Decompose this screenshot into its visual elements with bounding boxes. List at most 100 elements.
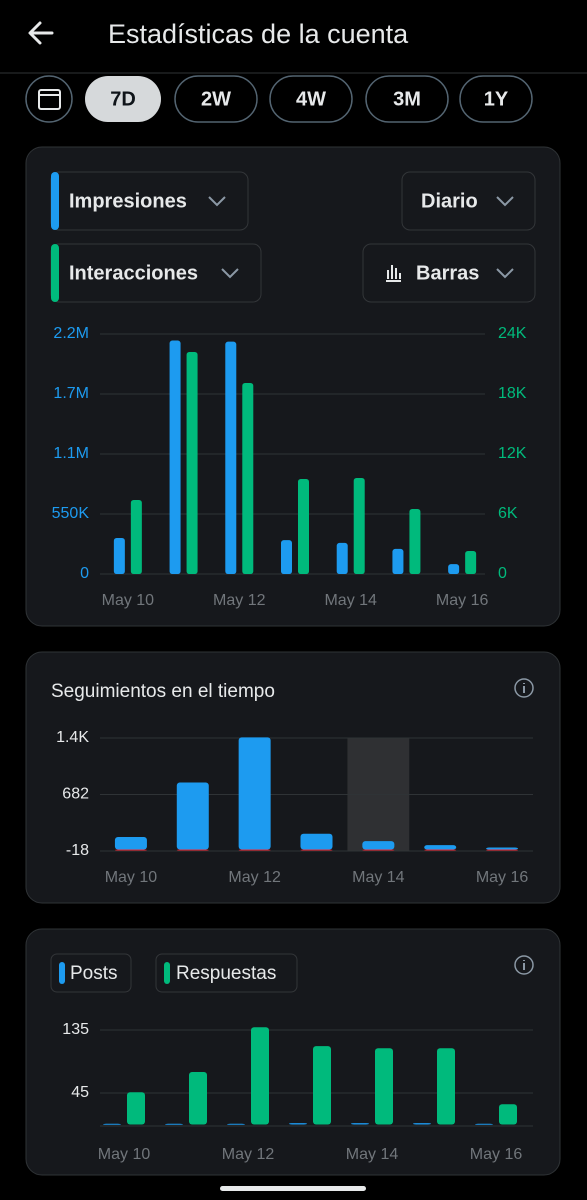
bar	[103, 1123, 121, 1125]
dropdown-box	[401, 171, 536, 231]
interval-label: Diario	[421, 190, 478, 212]
legend-item[interactable]: Posts	[50, 953, 132, 993]
chevron	[208, 196, 226, 207]
y-tick-label: 1.1M	[53, 445, 89, 462]
info-icon	[514, 955, 534, 975]
calendar-icon	[38, 89, 61, 110]
y2-tick-label: 6K	[498, 505, 518, 522]
tab-label: 1Y	[484, 88, 509, 110]
period-tab[interactable]: 4W	[269, 75, 353, 123]
bar	[238, 737, 271, 850]
y-tick-label: 682	[62, 786, 89, 803]
chevron	[496, 268, 514, 279]
x-tick-label: May 12	[213, 592, 266, 609]
bar	[351, 1123, 369, 1125]
chevron	[496, 196, 514, 207]
x-tick-label: May 16	[436, 592, 489, 609]
style-dropdown[interactable]: Barras	[362, 243, 536, 303]
bar	[238, 849, 271, 851]
period-tab[interactable]: 2W	[174, 75, 258, 123]
bar	[437, 1048, 455, 1125]
calendar-button[interactable]	[25, 75, 73, 123]
bar	[186, 352, 198, 574]
info-button[interactable]	[514, 678, 534, 698]
y-tick-label: 45	[71, 1084, 89, 1101]
bar	[475, 1123, 493, 1125]
bar	[225, 341, 237, 574]
x-tick-label: May 14	[324, 592, 377, 609]
bar	[189, 1072, 207, 1125]
bar	[169, 340, 181, 574]
legend-label: Impresiones	[69, 190, 187, 212]
tab-pill	[459, 75, 533, 123]
bar	[353, 478, 365, 574]
bar	[289, 1123, 307, 1125]
bar	[336, 542, 348, 574]
y-tick-label: 2.2M	[53, 325, 89, 342]
interval-dropdown[interactable]: Diario	[401, 171, 536, 231]
y-tick-label: 135	[62, 1021, 89, 1038]
bar	[281, 540, 292, 574]
legend-swatch	[164, 962, 170, 984]
bar	[424, 849, 457, 851]
x-tick-label: May 10	[102, 592, 155, 609]
period-tab[interactable]: 3M	[365, 75, 449, 123]
x-tick-label: May 14	[352, 869, 405, 886]
info-icon	[514, 678, 534, 698]
bar	[176, 782, 209, 850]
bar	[313, 1046, 331, 1125]
bar	[486, 849, 519, 851]
x-tick-label: May 16	[470, 1146, 523, 1163]
bar-icon	[386, 265, 401, 282]
y-tick-label: 1.7M	[53, 385, 89, 402]
legend-item[interactable]: Respuestas	[155, 953, 298, 993]
bar	[499, 1104, 517, 1125]
chevron	[221, 268, 239, 279]
x-tick-label: May 12	[222, 1146, 275, 1163]
bar	[300, 849, 333, 851]
bar	[375, 1048, 393, 1125]
bar	[227, 1123, 245, 1125]
dropdown-box	[362, 243, 536, 303]
y2-tick-label: 24K	[498, 325, 527, 342]
y-tick-label: -18	[66, 842, 89, 859]
bar	[165, 1123, 183, 1125]
bar	[298, 479, 309, 574]
tab-label: 2W	[201, 88, 231, 110]
metric-dropdown[interactable]: Interacciones	[50, 243, 262, 303]
bar	[251, 1027, 269, 1125]
tab-label: 7D	[110, 88, 136, 110]
bar	[362, 849, 395, 851]
calendar-circle	[25, 75, 73, 123]
bar	[130, 500, 142, 574]
bar	[392, 548, 404, 574]
bar	[424, 845, 457, 850]
legend-swatch	[51, 244, 59, 302]
bar	[413, 1123, 431, 1125]
bar	[114, 837, 147, 850]
bar	[300, 833, 333, 850]
legend-label: Posts	[70, 963, 118, 984]
bar	[486, 847, 519, 850]
x-tick-label: May 12	[228, 869, 281, 886]
info-button[interactable]	[514, 955, 534, 975]
back-button[interactable]	[28, 21, 54, 45]
x-tick-label: May 16	[476, 869, 529, 886]
x-tick-label: May 10	[105, 869, 158, 886]
bar	[465, 551, 477, 574]
bar	[362, 841, 395, 850]
tab-pill	[174, 75, 258, 123]
bar	[176, 849, 209, 851]
legend-swatch	[51, 172, 59, 230]
metric-dropdown[interactable]: Impresiones	[50, 171, 249, 231]
tab-pill	[365, 75, 449, 123]
y2-tick-label: 0	[498, 565, 507, 582]
y-tick-label: 0	[80, 565, 89, 582]
period-tab[interactable]: 1Y	[459, 75, 533, 123]
style-label: Barras	[416, 262, 479, 284]
bar	[113, 538, 125, 574]
legend-swatch	[59, 962, 65, 984]
tab-pill	[85, 76, 161, 122]
period-tab[interactable]: 7D	[85, 76, 161, 122]
